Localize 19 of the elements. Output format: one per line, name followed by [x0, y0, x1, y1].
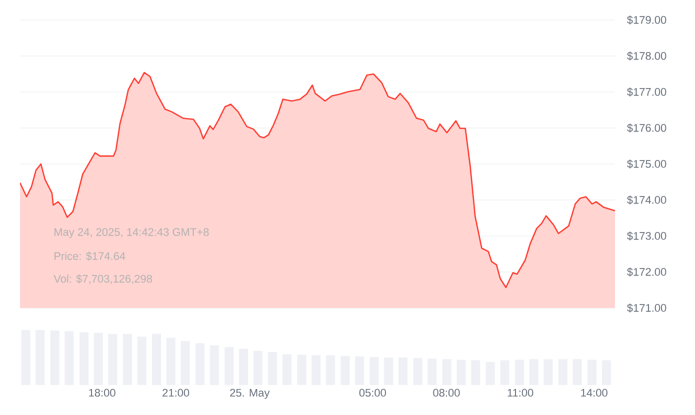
- y-tick-label: $178.00: [627, 52, 666, 60]
- annotation: May 24, 2025, 14:42:43 GMT+8: [54, 228, 209, 238]
- x-tick-label: 25. May: [230, 388, 270, 399]
- annotation: Price: $174.64: [54, 252, 126, 261]
- y-tick-label: $176.00: [627, 124, 666, 132]
- x-tick-label: 14:00: [581, 388, 608, 397]
- y-tick-label: $179.00: [627, 16, 666, 24]
- x-tick-label: 21:00: [162, 388, 190, 397]
- y-tick-label: $175.00: [627, 160, 666, 168]
- x-tick-label: 05:00: [359, 388, 386, 397]
- y-tick-label: $177.00: [627, 88, 666, 96]
- y-tick-label: $173.00: [627, 232, 666, 240]
- annotation: Vol: $7,703,126,298: [54, 274, 152, 284]
- y-tick-label: $174.00: [627, 196, 666, 204]
- y-tick-label: $171.00: [627, 304, 666, 312]
- x-tick-label: 08:00: [433, 388, 460, 397]
- x-tick-label: 11:00: [508, 388, 534, 397]
- y-tick-label: $172.00: [627, 268, 666, 276]
- x-tick-label: 18:00: [89, 388, 116, 397]
